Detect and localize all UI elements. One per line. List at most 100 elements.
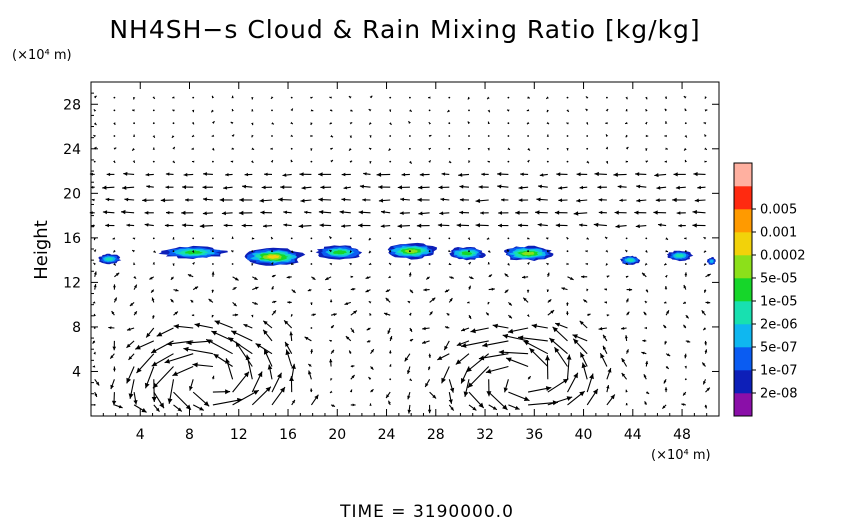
wind-vector xyxy=(278,197,292,202)
wind-vector xyxy=(625,109,628,112)
wind-vector xyxy=(387,400,391,406)
wind-vector xyxy=(192,362,213,368)
colorbar-label: 2e-06 xyxy=(760,318,798,333)
x-tick-label: 12 xyxy=(230,427,248,443)
x-tick-label: 40 xyxy=(575,427,593,443)
wind-vector xyxy=(376,172,391,177)
wind-vector xyxy=(520,172,529,176)
wind-vector xyxy=(227,336,253,355)
wind-vector xyxy=(644,262,648,266)
wind-vector xyxy=(644,401,648,406)
wind-vector xyxy=(468,160,471,163)
wind-vector xyxy=(468,391,485,409)
wind-vector xyxy=(468,276,474,280)
wind-vector xyxy=(546,109,549,113)
wind-vector xyxy=(585,263,589,266)
cloud-cell xyxy=(706,257,716,265)
wind-vector xyxy=(599,352,608,367)
wind-vector xyxy=(547,309,555,316)
wind-vector xyxy=(172,109,175,112)
wind-vector xyxy=(606,314,610,317)
wind-vector xyxy=(232,389,260,406)
wind-vector xyxy=(231,147,235,150)
wind-vector xyxy=(617,184,627,189)
wind-vector xyxy=(425,276,430,280)
wind-vector xyxy=(625,262,629,266)
wind-vector xyxy=(136,353,155,374)
wind-vector xyxy=(478,185,489,189)
wind-vector xyxy=(299,172,312,177)
wind-vector xyxy=(251,97,254,100)
wind-vector xyxy=(105,223,115,228)
wind-vector xyxy=(385,297,391,303)
wind-vector xyxy=(408,272,412,277)
cloud-contour-level-6 xyxy=(521,251,535,256)
wind-vector xyxy=(191,250,195,253)
wind-vector xyxy=(645,250,648,253)
colorbar-swatch xyxy=(734,209,752,233)
wind-vector xyxy=(643,311,647,316)
wind-vector xyxy=(144,211,154,215)
colorbar-label: 0.005 xyxy=(760,203,797,218)
wind-vector xyxy=(183,346,213,355)
wind-vector xyxy=(122,185,135,190)
wind-vector xyxy=(152,147,155,150)
wind-vector xyxy=(663,262,667,266)
wind-vector xyxy=(113,366,116,372)
x-tick-label: 8 xyxy=(185,427,194,443)
wind-vector xyxy=(239,197,253,203)
wind-vector xyxy=(507,160,510,163)
wind-vector xyxy=(283,320,293,329)
wind-vector xyxy=(192,237,195,240)
wind-vector xyxy=(310,109,314,112)
wind-vector xyxy=(128,379,135,399)
wind-vector xyxy=(625,237,628,240)
wind-vector xyxy=(192,109,195,113)
wind-vector xyxy=(289,331,293,341)
wind-vector xyxy=(262,320,273,329)
colorbar-swatch xyxy=(734,370,752,394)
wind-vector xyxy=(466,353,490,373)
wind-vector xyxy=(645,96,648,100)
wind-vector xyxy=(521,275,529,279)
wind-vector xyxy=(363,172,371,176)
wind-vector xyxy=(404,353,411,362)
wind-vector xyxy=(704,147,708,151)
wind-vector xyxy=(704,109,708,112)
wind-vector xyxy=(458,173,470,177)
wind-vector xyxy=(654,173,667,178)
colorbar-label: 1e-07 xyxy=(760,364,798,379)
wind-vector xyxy=(93,122,97,126)
wind-vector xyxy=(467,121,471,125)
wind-vector xyxy=(422,326,430,331)
wind-vector xyxy=(167,379,175,404)
wind-vector xyxy=(270,96,274,100)
wind-vector xyxy=(341,197,351,202)
wind-vector xyxy=(517,223,529,228)
wind-vector xyxy=(558,186,568,190)
wind-vector xyxy=(166,340,194,347)
wind-vector xyxy=(151,353,174,367)
wind-vector xyxy=(290,314,294,317)
wind-vector xyxy=(645,160,649,163)
wind-vector xyxy=(255,343,273,355)
wind-vector xyxy=(370,348,375,355)
wind-vector xyxy=(644,300,648,304)
wind-vector xyxy=(428,263,431,265)
wind-vector xyxy=(461,327,470,332)
wind-vector xyxy=(232,286,237,291)
wind-vector xyxy=(310,394,319,406)
wind-vector xyxy=(566,262,569,266)
wind-vector xyxy=(389,250,392,253)
wind-vector xyxy=(102,210,115,215)
wind-vector xyxy=(498,211,509,215)
wind-vector xyxy=(684,108,687,112)
cloud-cell xyxy=(449,247,486,261)
wind-vector xyxy=(468,250,470,253)
wind-vector xyxy=(343,186,351,190)
wind-vector xyxy=(152,315,155,319)
wind-vector xyxy=(223,223,233,228)
wind-vector xyxy=(626,311,630,316)
wind-vector xyxy=(507,237,510,240)
colorbar-frame xyxy=(733,162,753,417)
